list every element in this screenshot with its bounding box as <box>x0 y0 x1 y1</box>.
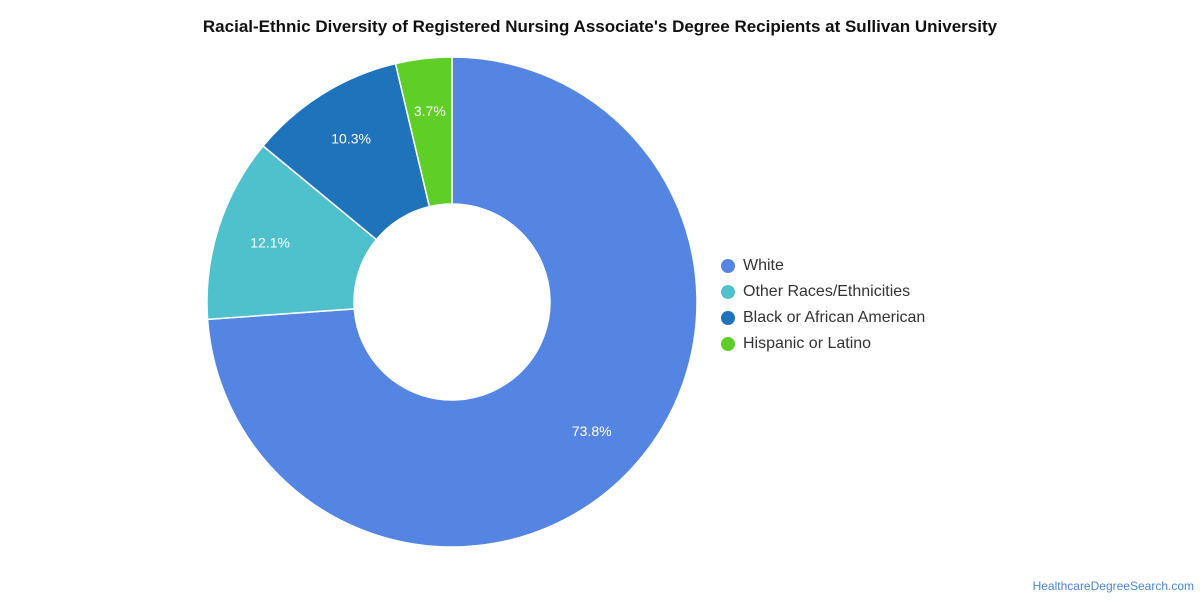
legend-marker-white <box>721 259 735 273</box>
slice-group <box>206 56 698 548</box>
legend-label-black: Black or African American <box>743 309 926 326</box>
data-label-hispanic: 3.7% <box>414 103 446 119</box>
legend-item-white[interactable]: White <box>721 253 925 279</box>
chart-title: Racial-Ethnic Diversity of Registered Nu… <box>202 17 998 36</box>
slice-hispanic[interactable] <box>394 56 453 208</box>
legend-item-black[interactable]: Black or African American <box>721 305 925 331</box>
slice-white[interactable] <box>206 56 698 548</box>
data-label-black: 10.3% <box>331 131 371 147</box>
legend-item-hispanic[interactable]: Hispanic or Latino <box>721 331 925 357</box>
legend-marker-other-races <box>721 285 735 299</box>
source-link[interactable]: HealthcareDegreeSearch.com <box>1032 579 1194 593</box>
data-label-white: 73.8% <box>572 423 612 439</box>
data-label-other-races: 12.1% <box>250 234 290 250</box>
legend-item-other-races[interactable]: Other Races/Ethnicities <box>721 279 925 305</box>
slice-black[interactable] <box>262 62 431 241</box>
legend-label-hispanic: Hispanic or Latino <box>743 335 872 352</box>
legend-label-white: White <box>743 257 784 274</box>
legend-marker-black <box>721 311 735 325</box>
legend-marker-hispanic <box>721 337 735 351</box>
legend-label-other-races: Other Races/Ethnicities <box>743 283 911 300</box>
legend: White Other Races/Ethnicities Black or A… <box>721 253 925 357</box>
slice-other-races[interactable] <box>206 144 378 321</box>
label-group: 73.8% 12.1% 10.3% 3.7% <box>250 103 611 439</box>
